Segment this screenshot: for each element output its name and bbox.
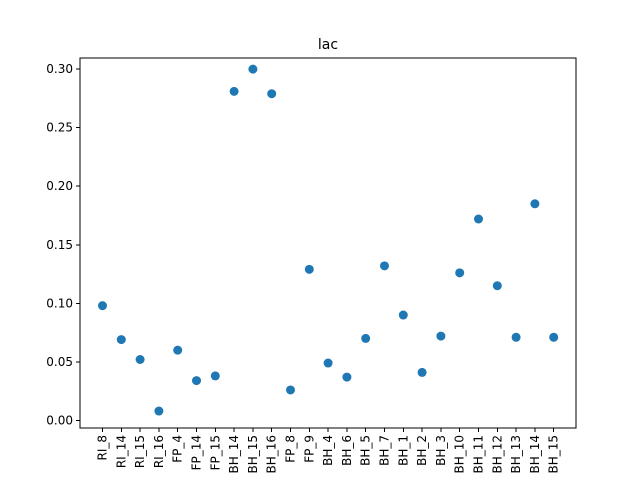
x-tick-label: BH_14 [528,435,542,474]
y-tick-label: 0.20 [46,179,73,193]
x-tick-label: FP_14 [190,435,204,470]
data-point [267,89,277,99]
x-tick-label: FP_8 [284,435,298,463]
data-point [511,332,521,342]
y-tick-label: 0.30 [46,62,73,76]
data-point [286,385,295,395]
x-tick-label: BH_4 [321,435,335,466]
x-tick-label: FP_4 [171,435,185,463]
plot-frame [79,57,577,429]
data-point [492,281,502,291]
x-tick-label: BH_2 [415,435,429,466]
x-tick-label: RI_15 [133,435,147,468]
data-point [210,371,220,381]
data-point [135,355,145,365]
x-tick-label: BH_15 [547,435,561,474]
x-tick-label: BH_1 [396,435,410,466]
data-point [474,214,483,224]
x-axis: RI_8 RI_14 RI_15 RI_16 FP_4 FP_14 FP_15 BH_14 BH… [96,428,561,474]
x-tick-label: BH_13 [509,435,523,474]
data-point [116,335,126,345]
y-tick-label: 0.10 [46,296,73,310]
y-tick-label: 0.00 [46,413,73,427]
x-tick-label: FP_9 [302,435,316,463]
data-point [380,261,389,271]
data-point [173,345,183,355]
x-tick-label: BH_6 [340,435,354,466]
data-point [549,332,559,342]
data-point [342,372,352,382]
data-points [98,64,559,416]
x-tick-label: BH_16 [265,435,279,474]
x-tick-label: BH_3 [434,435,448,466]
chart-title: lac [318,37,338,53]
data-point [248,64,258,74]
x-tick-label: BH_10 [453,435,467,474]
data-point [530,199,540,209]
data-point [417,367,427,377]
data-point [361,333,371,343]
x-tick-label: RI_8 [96,435,110,461]
x-tick-label: BH_12 [490,435,504,474]
data-point [323,358,333,368]
data-point [304,264,314,274]
x-tick-label: BH_11 [472,435,486,474]
x-tick-label: RI_16 [152,435,166,468]
data-point [455,268,465,278]
data-point [98,301,107,311]
x-tick-label: BH_15 [246,435,260,474]
x-tick-label: FP_15 [208,435,222,470]
y-axis: 0.00 0.05 0.10 0.15 0.20 0.25 0.30 [46,62,80,427]
y-tick-label: 0.05 [46,355,73,369]
y-tick-label: 0.15 [46,238,73,252]
data-point [229,86,239,96]
y-tick-label: 0.25 [46,121,73,135]
data-point [154,406,164,416]
x-tick-label: BH_5 [359,435,373,466]
x-tick-label: BH_14 [227,435,241,474]
data-point [398,310,408,320]
x-tick-label: BH_7 [378,435,392,466]
data-point [436,331,446,341]
x-tick-label: RI_14 [114,435,128,468]
data-point [192,376,201,386]
